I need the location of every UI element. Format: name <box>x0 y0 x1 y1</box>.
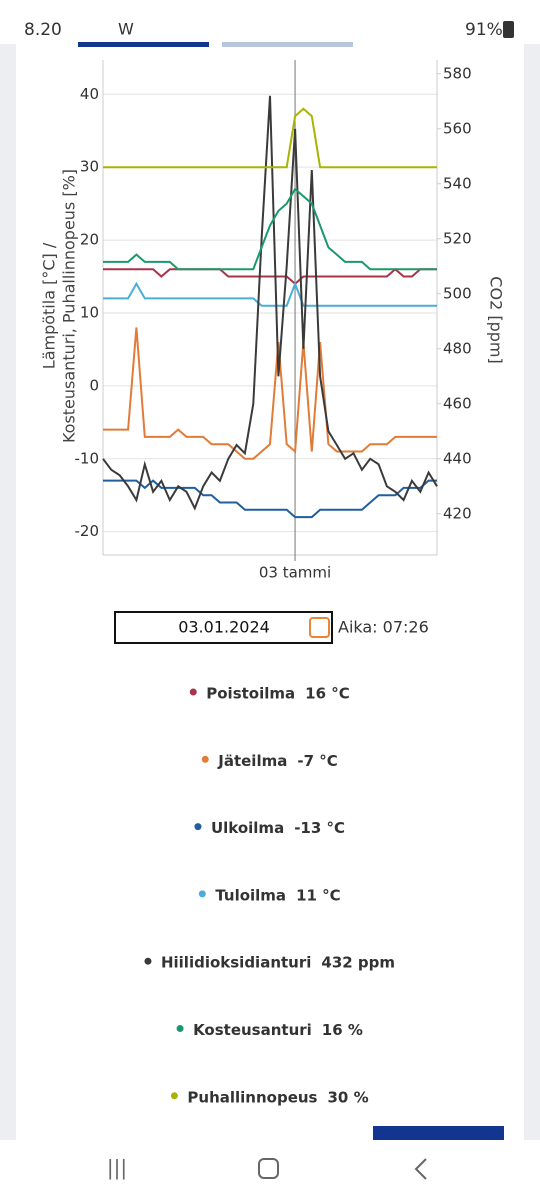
reading-value: 16 % <box>322 1021 363 1039</box>
reading-value: -7 °C <box>297 752 337 770</box>
y2-tick-label: 540 <box>443 174 472 192</box>
nav-recent[interactable]: ||| <box>107 1156 127 1180</box>
nav-home[interactable] <box>258 1158 279 1179</box>
y-axis-title: Kosteusanturi, Puhallinnopeus [%] <box>60 169 79 443</box>
reading-value: 30 % <box>327 1088 368 1106</box>
reading-value: 11 °C <box>296 886 341 904</box>
y-tick-label: 40 <box>80 85 99 103</box>
nav-back[interactable] <box>414 1158 427 1180</box>
legend-dot <box>189 688 197 696</box>
reading-name: Tuloilma <box>215 886 286 904</box>
y-tick-label: -10 <box>75 449 100 467</box>
y2-tick-label: 460 <box>443 394 472 412</box>
legend-dot <box>194 823 202 831</box>
y-axis-title: Lämpötila [°C] / <box>40 242 59 369</box>
date-input[interactable] <box>114 611 333 644</box>
battery-icon <box>503 21 514 38</box>
series-line <box>103 107 437 169</box>
legend-dot <box>176 1025 184 1032</box>
y-tick-label: 0 <box>89 376 99 394</box>
series-line <box>103 327 437 460</box>
reading-name: Jäteilma <box>217 752 287 770</box>
x-tick-label: 03 tammi <box>259 564 331 582</box>
date: 03.01.2024 <box>178 618 270 637</box>
notification: W <box>118 20 134 39</box>
reading-value: -13 °C <box>294 819 345 837</box>
reading-name: Hiilidioksidianturi <box>161 954 311 972</box>
reading-value: 16 °C <box>305 685 350 703</box>
y2-axis-title: CO2 [ppm] <box>487 276 506 363</box>
legend-dot <box>144 957 152 965</box>
y2-tick-label: 560 <box>443 119 472 137</box>
series-line <box>103 267 437 286</box>
y2-tick-label: 520 <box>443 229 472 247</box>
legend-dot <box>170 1092 178 1100</box>
calendar-icon[interactable] <box>309 617 330 638</box>
time-label: Aika: 07:26 <box>338 618 429 637</box>
y-tick-label: 10 <box>80 303 99 321</box>
legend-dot <box>198 890 206 898</box>
y2-tick-label: 500 <box>443 284 472 302</box>
y-tick-label: 30 <box>80 158 99 176</box>
y2-tick-label: 580 <box>443 64 472 82</box>
y-tick-label: 20 <box>80 231 99 249</box>
clock: 8.20 <box>24 20 62 40</box>
reading-value: 432 ppm <box>321 954 395 972</box>
reading-name: Ulkoilma <box>211 819 284 837</box>
y2-tick-label: 420 <box>443 504 472 522</box>
chart: -20 -10 0 10 20 30 40 420 440 460 480 500 520 540 560 5… <box>75 60 472 582</box>
side <box>524 44 540 1140</box>
tab[interactable] <box>222 42 353 47</box>
battery: 91% <box>465 20 503 40</box>
side <box>0 44 16 1140</box>
y2-tick-label: 480 <box>443 339 472 357</box>
reading-name: Kosteusanturi <box>193 1021 312 1039</box>
series-line <box>103 280 437 307</box>
tab[interactable] <box>78 42 209 47</box>
button[interactable] <box>373 1126 504 1140</box>
reading-name: Poistoilma <box>206 685 295 703</box>
reading-name: Puhallinnopeus <box>187 1088 317 1106</box>
legend-dot <box>201 755 209 763</box>
series-line <box>103 187 437 271</box>
y2-tick-label: 440 <box>443 449 472 467</box>
y-tick-label: -20 <box>75 522 100 540</box>
series-line <box>102 95 438 511</box>
